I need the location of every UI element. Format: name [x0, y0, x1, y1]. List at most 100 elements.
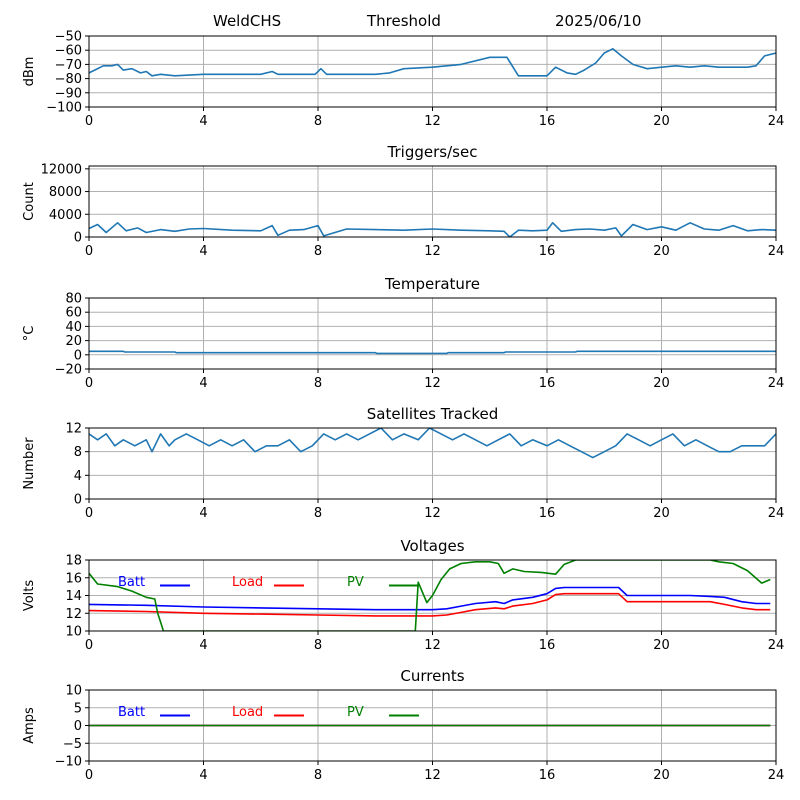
x-tick-label: 12 — [424, 638, 441, 653]
series-line-temperature — [89, 350, 776, 355]
x-tick-label: 20 — [653, 768, 670, 783]
x-tick-label: 4 — [199, 506, 207, 521]
panel-satellites: 0 4 8 12 16 20 24 0 4 8 12 Satellites Tracked Number — [22, 405, 784, 521]
y-axis-label: °C — [22, 326, 37, 342]
x-tick-label: 20 — [653, 506, 670, 521]
x-tick-label: 24 — [768, 506, 785, 521]
panel-voltages: 0 4 8 12 16 20 24 10 12 14 16 18 Voltages Volts Batt Lo… — [22, 537, 784, 653]
series-line-threshold — [89, 47, 776, 77]
y-tick-label: 0 — [74, 719, 82, 734]
x-tick-label: 16 — [539, 638, 556, 653]
x-tick-label: 0 — [85, 244, 93, 259]
x-tick-label: 4 — [199, 768, 207, 783]
x-tick-label: 24 — [768, 768, 785, 783]
panel-title: Temperature — [384, 275, 480, 293]
series-line-load — [89, 592, 771, 617]
legend-label-pv: PV — [347, 705, 364, 720]
x-tick-label: 16 — [539, 114, 556, 129]
x-tick-label: 16 — [539, 376, 556, 391]
y-tick-label: −60 — [55, 44, 82, 59]
y-tick-label: 10 — [65, 684, 82, 699]
panel-threshold: 0 4 8 12 16 20 24 −100−90−80−70−60−50 dBm — [22, 30, 784, 130]
x-tick-label: 20 — [653, 114, 670, 129]
y-tick-label: 14 — [65, 589, 82, 604]
x-tick-label: 12 — [424, 376, 441, 391]
x-tick-label: 12 — [424, 768, 441, 783]
x-tick-label: 4 — [199, 244, 207, 259]
x-tick-label: 8 — [314, 114, 322, 129]
y-tick-label: 4 — [74, 469, 82, 484]
legend-label-load: Load — [232, 705, 263, 720]
x-tick-label: 8 — [314, 768, 322, 783]
y-tick-label: 40 — [65, 320, 82, 335]
x-tick-label: 24 — [768, 638, 785, 653]
y-axis-label: Volts — [22, 580, 37, 612]
series-line-pv — [89, 560, 771, 631]
x-tick-label: 20 — [653, 244, 670, 259]
y-tick-label: −10 — [55, 755, 82, 770]
x-tick-label: 16 — [539, 244, 556, 259]
y-tick-label: −50 — [55, 30, 82, 45]
header-date: 2025/06/10 — [555, 12, 641, 30]
y-tick-label: 12 — [65, 607, 82, 622]
y-tick-label: 10 — [65, 625, 82, 640]
legend-label-pv: PV — [347, 575, 364, 590]
y-tick-label: 0 — [74, 493, 82, 508]
y-tick-label: −70 — [55, 58, 82, 73]
y-tick-label: 0 — [74, 231, 82, 246]
y-tick-label: −5 — [63, 737, 82, 752]
panel-title: Currents — [400, 667, 464, 685]
x-tick-label: 12 — [424, 114, 441, 129]
x-tick-label: 24 — [768, 244, 785, 259]
x-tick-label: 12 — [424, 506, 441, 521]
x-tick-label: 0 — [85, 638, 93, 653]
y-tick-label: 80 — [65, 292, 82, 307]
y-tick-label: 18 — [65, 554, 82, 569]
y-axis-label: Count — [22, 182, 37, 221]
y-tick-label: 4000 — [49, 208, 82, 223]
x-tick-label: 8 — [314, 506, 322, 521]
x-tick-label: 4 — [199, 114, 207, 129]
y-axis-label: Number — [22, 437, 37, 490]
x-tick-label: 8 — [314, 244, 322, 259]
x-tick-label: 0 — [85, 506, 93, 521]
x-tick-label: 20 — [653, 376, 670, 391]
y-tick-label: 20 — [65, 334, 82, 349]
x-tick-label: 16 — [539, 768, 556, 783]
series-line-batt — [89, 586, 771, 611]
x-tick-label: 16 — [539, 506, 556, 521]
panel-title: Satellites Tracked — [367, 405, 498, 423]
y-tick-label: 60 — [65, 306, 82, 321]
x-tick-label: 4 — [199, 376, 207, 391]
x-tick-label: 8 — [314, 376, 322, 391]
header-station: WeldCHS — [213, 12, 281, 30]
series-line-satellites — [89, 428, 776, 459]
y-tick-label: −100 — [46, 101, 82, 116]
y-tick-label: 8000 — [49, 185, 82, 200]
legend-label-load: Load — [232, 575, 263, 590]
legend-label-batt: Batt — [118, 705, 145, 720]
y-tick-label: 16 — [65, 571, 82, 586]
y-tick-label: 12000 — [41, 162, 82, 177]
x-tick-label: 4 — [199, 638, 207, 653]
x-tick-label: 0 — [85, 114, 93, 129]
y-axis-label: Amps — [22, 707, 37, 744]
x-tick-label: 8 — [314, 638, 322, 653]
y-tick-label: 12 — [65, 422, 82, 437]
panel-triggers: 0 4 8 12 16 20 24 0 4000 8000 12000 Triggers/sec Cou… — [22, 143, 784, 259]
y-tick-label: 8 — [74, 445, 82, 460]
x-tick-label: 0 — [85, 376, 93, 391]
panel-title: Voltages — [400, 537, 464, 555]
x-tick-label: 24 — [768, 114, 785, 129]
header-label: Threshold — [366, 12, 441, 30]
series-line-triggers — [89, 222, 776, 237]
x-tick-label: 20 — [653, 638, 670, 653]
y-tick-label: −90 — [55, 86, 82, 101]
panel-currents: 0 4 8 12 16 20 24 −10 −5 0 5 10 Currents Amps Batt Load… — [22, 667, 784, 783]
x-tick-label: 0 — [85, 768, 93, 783]
x-tick-label: 24 — [768, 376, 785, 391]
y-tick-label: 0 — [74, 348, 82, 363]
